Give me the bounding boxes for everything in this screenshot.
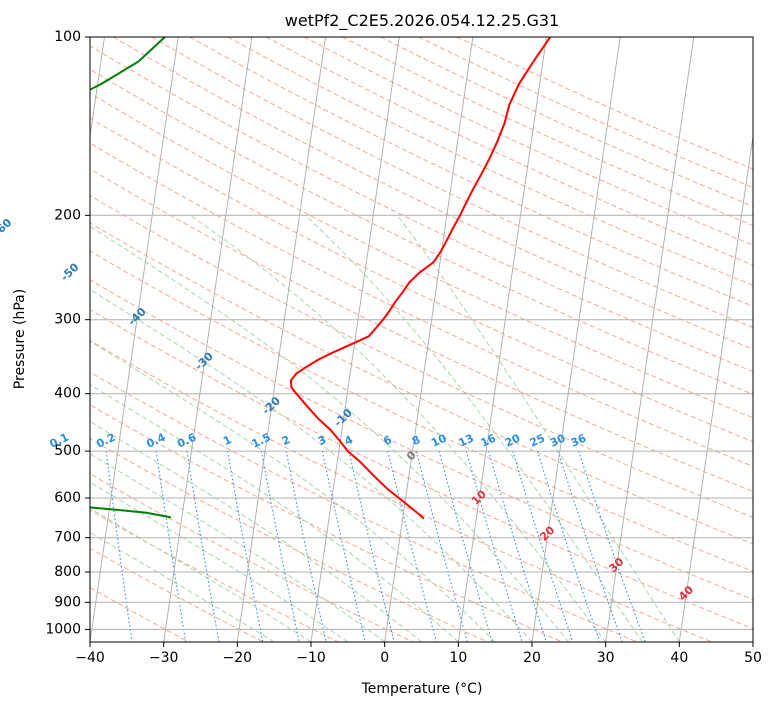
isotherm-line [163,37,253,642]
dry-adiabat-line [151,37,753,329]
mixing-ratio-label: 36 [569,431,589,449]
moist-adiabat-line [90,531,275,642]
y-tick-label: 1000 [45,621,81,637]
plot-frame [89,36,754,643]
x-tick-label: 50 [744,650,762,666]
dry-adiabat-line [90,279,753,601]
dry-adiabat-line [90,339,712,642]
x-tick-label: 40 [670,650,688,666]
isotherm-line [531,37,621,642]
y-tick-label: 500 [54,443,81,459]
moist-adiabat-line [90,420,422,642]
y-tick-label: 200 [54,207,81,223]
mixing-ratio-line [465,450,523,642]
x-tick-label: −30 [149,650,179,666]
mixing-ratio-label: 16 [479,431,499,449]
mixing-ratio-line [285,450,327,642]
moist-adiabat-line [90,384,459,642]
mixing-ratio-label: 25 [528,432,547,450]
y-tick-label: 700 [54,530,81,546]
mixing-ratio-line [415,450,469,642]
x-tick-label: −10 [296,650,326,666]
chart-title: wetPf2_C2E5.2026.054.12.25.G31 [285,11,559,31]
dry-adiabat-line [90,404,563,642]
moist-adiabat-line [90,340,496,642]
y-tick-label: 800 [54,564,81,580]
mixing-ratio-line [578,450,646,642]
mixing-ratio-line [487,450,547,642]
moist-adiabat-line [397,215,680,642]
dry-adiabat-line [90,117,753,443]
dry-adiabat-line [90,438,488,642]
dry-adiabat-line [227,37,753,286]
isotherm-line [457,37,547,642]
axes: −40 −30 −20 −10 0 10 20 30 40 50 100 200 300 400 500 60… [45,29,762,666]
mixing-ratio-line [260,451,300,642]
x-tick-label: 0 [380,650,389,666]
mixing-ratio-label: 13 [457,432,476,450]
y-tick-label: 300 [54,312,81,328]
x-axis-label: Temperature (°C) [361,681,483,697]
y-tick-label: 600 [54,490,81,506]
isotherm-line [310,37,400,642]
mixing-ratio-label: 30 [548,431,568,449]
x-tick-label: 30 [597,650,615,666]
y-tick-label: 900 [54,594,81,610]
moist-adiabat-line [90,288,533,642]
moist-adiabat-line [190,214,607,642]
dry-adiabat-line [90,168,753,493]
mixing-ratio-label: 10 [429,431,449,449]
x-tick-label: −20 [223,650,253,666]
moist-adiabat-line [90,453,385,642]
x-tick-label: 10 [449,650,467,666]
isotherm-line [384,37,474,642]
mixing-ratio-line [105,451,133,642]
profile-lines [90,37,552,520]
dry-adiabat-line [90,194,753,518]
moist-adiabat-line [305,214,643,642]
isotherm-line [605,37,695,642]
dry-adiabat-line [90,547,264,642]
dry-adiabat-line [113,37,753,350]
y-axis-label: Pressure (hPa) [12,289,28,389]
dry-adiabat-line [90,250,753,572]
dry-adiabat-line [90,586,190,642]
isotherm-line [236,37,326,642]
isotherm-line [90,37,179,642]
mixing-ratio-line [557,450,623,642]
temperature-line [289,37,552,520]
mixing-ratio-line [348,450,395,642]
y-tick-label: 400 [54,386,81,402]
x-tick-label: −40 [75,650,105,666]
mixing-ratio-line [321,450,366,642]
mixing-ratio-label: 20 [503,431,523,449]
x-tick-label: 20 [523,650,541,666]
dry-adiabat-line [90,92,753,419]
mixing-ratio-line [512,450,574,642]
mixing-ratio-line [155,451,187,642]
mixing-ratio-line [536,450,601,642]
dry-adiabat-line [90,371,638,642]
y-tick-label: 100 [54,29,81,45]
mixing-ratio-line [387,450,437,642]
moist-adiabat-line [90,225,570,642]
